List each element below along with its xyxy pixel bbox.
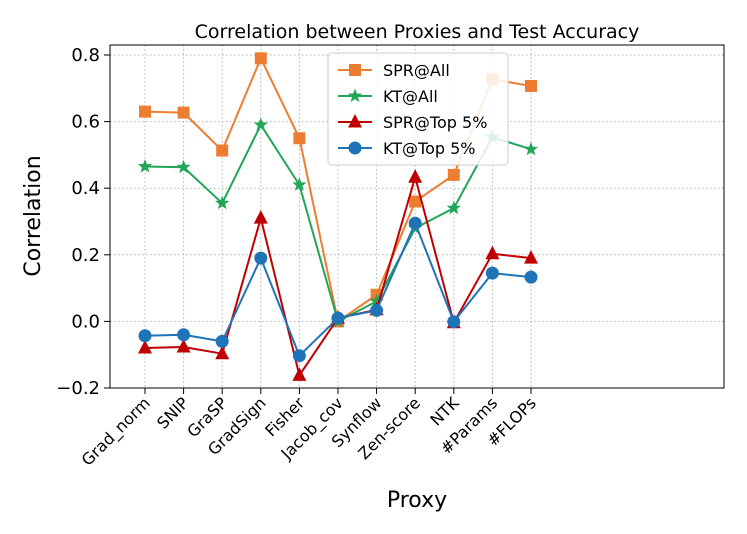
legend-marker <box>347 88 363 103</box>
legend-label: SPR@All <box>383 61 450 80</box>
data-point-kt-top-5 <box>524 270 538 284</box>
y-tick-label: 0.4 <box>71 178 100 199</box>
data-point-kt-top-5 <box>138 329 152 343</box>
x-axis-label: Proxy <box>387 488 447 513</box>
data-point-spr-all <box>409 195 422 208</box>
data-point-kt-all <box>292 177 307 191</box>
legend: SPR@All KT@All SPR@Top 5% KT@Top 5% <box>327 52 509 166</box>
legend-label: KT@All <box>383 87 438 106</box>
data-point-spr-top-5 <box>292 367 307 381</box>
y-tick-label: −0.2 <box>56 378 100 399</box>
data-point-kt-top-5 <box>408 216 422 230</box>
legend-label: SPR@Top 5% <box>383 113 487 132</box>
data-point-kt-top-5 <box>215 334 229 348</box>
plot-frame <box>109 44 725 389</box>
data-point-spr-top-5 <box>524 250 538 264</box>
data-point-spr-all <box>525 79 537 92</box>
data-point-spr-top-5 <box>215 345 230 360</box>
data-point-spr-all <box>447 168 460 181</box>
data-point-kt-top-5 <box>331 311 345 325</box>
data-point-spr-top-5 <box>253 210 268 224</box>
data-point-kt-all <box>523 141 539 156</box>
y-axis: −0.2 0.0 0.2 0.4 0.6 0.8 <box>56 45 110 399</box>
y-tick-label: 0.8 <box>71 45 100 66</box>
data-point-kt-all <box>137 159 153 173</box>
legend-marker <box>349 64 361 76</box>
data-point-kt-all <box>369 293 384 308</box>
data-point-spr-all <box>216 144 229 157</box>
x-tick-label: Grad_norm <box>78 393 155 470</box>
y-tick-label: 0.2 <box>71 245 100 266</box>
legend-label: KT@Top 5% <box>383 139 476 158</box>
chart-title: Correlation between Proxies and Test Acc… <box>195 21 640 43</box>
legend-entry: KT@All <box>338 87 438 106</box>
data-point-kt-all <box>253 117 268 131</box>
data-point-kt-top-5 <box>292 349 306 363</box>
data-point-spr-all <box>177 106 190 119</box>
data-point-kt-all <box>215 195 230 210</box>
data-point-kt-top-5 <box>370 303 384 317</box>
data-point-kt-all <box>176 159 191 174</box>
legend-entry: KT@Top 5% <box>338 139 476 158</box>
data-point-spr-top-5 <box>138 340 152 354</box>
y-tick-label: 0.0 <box>71 311 100 332</box>
legend-marker <box>348 114 362 128</box>
legend-entry: SPR@All <box>338 61 450 80</box>
legend-marker <box>348 141 362 155</box>
data-point-spr-all <box>254 52 267 65</box>
y-tick-label: 0.6 <box>71 112 100 133</box>
legend-box <box>327 52 509 166</box>
data-point-spr-all <box>139 105 151 118</box>
data-point-kt-top-5 <box>177 328 191 342</box>
series-kt-top-5 <box>138 216 538 363</box>
data-point-spr-top-5 <box>408 169 423 183</box>
data-point-spr-all <box>293 132 306 145</box>
y-axis-label: Correlation <box>21 155 46 276</box>
x-axis: Grad_norm SNIPGraSPGradSignFisherJacob_co… <box>78 388 540 470</box>
data-point-kt-all <box>446 200 461 215</box>
data-point-kt-top-5 <box>447 315 461 329</box>
data-point-kt-top-5 <box>254 251 268 265</box>
data-point-kt-top-5 <box>485 266 499 280</box>
data-point-spr-top-5 <box>485 245 500 260</box>
legend-entry: SPR@Top 5% <box>338 113 487 132</box>
data-point-spr-top-5 <box>176 339 191 353</box>
